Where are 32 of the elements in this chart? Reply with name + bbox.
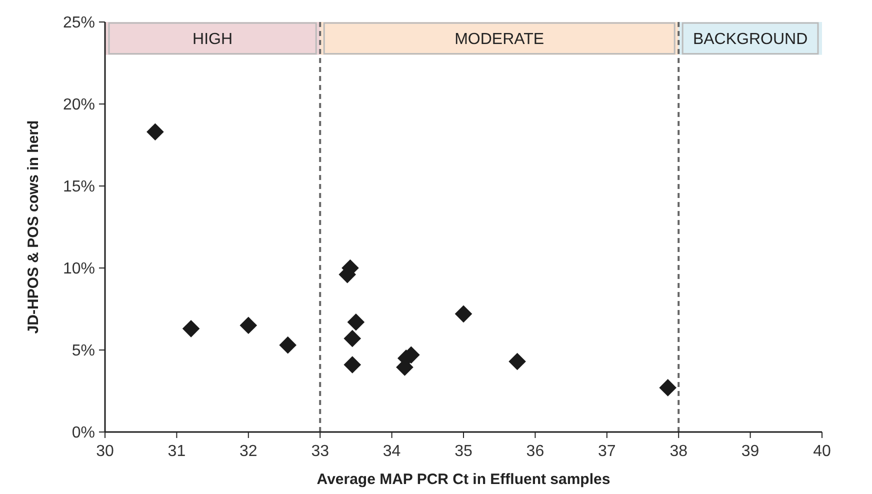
point <box>659 379 677 396</box>
x-tick-label: 30 <box>96 443 114 460</box>
point <box>240 316 258 334</box>
point <box>454 305 472 323</box>
point <box>344 330 362 348</box>
point <box>146 123 164 141</box>
x-tick-label: 37 <box>598 443 616 460</box>
point <box>279 336 296 354</box>
x-tick-label: 32 <box>240 443 258 460</box>
x-axis-title: Average MAP PCR Ct in Effluent samples <box>316 471 610 488</box>
x-tick-label: 31 <box>168 443 186 460</box>
y-tick-label: 5% <box>72 342 95 360</box>
x-tick-label: 33 <box>311 443 330 460</box>
point <box>344 356 362 374</box>
x-tick-label: 38 <box>670 443 688 460</box>
x-tick-label: 39 <box>741 443 760 460</box>
band-label: MODERATE <box>454 31 544 48</box>
x-tick-label: 34 <box>382 443 401 460</box>
point <box>347 313 365 331</box>
y-tick-label: 0% <box>72 424 95 442</box>
y-tick-label: 20% <box>62 96 95 114</box>
y-axis-title: JD-HPOS & POS cows in herd <box>25 120 42 334</box>
y-tick-label: 25% <box>62 14 95 32</box>
point <box>508 352 526 370</box>
x-tick-label: 40 <box>813 443 831 460</box>
x-tick-label: 35 <box>454 443 472 460</box>
x-tick-label: 36 <box>526 443 544 460</box>
band-label: HIGH <box>192 31 233 48</box>
point <box>182 320 200 338</box>
y-tick-label: 10% <box>62 260 95 278</box>
y-tick-label: 15% <box>62 178 95 196</box>
band-label: BACKGROUND <box>692 31 808 48</box>
